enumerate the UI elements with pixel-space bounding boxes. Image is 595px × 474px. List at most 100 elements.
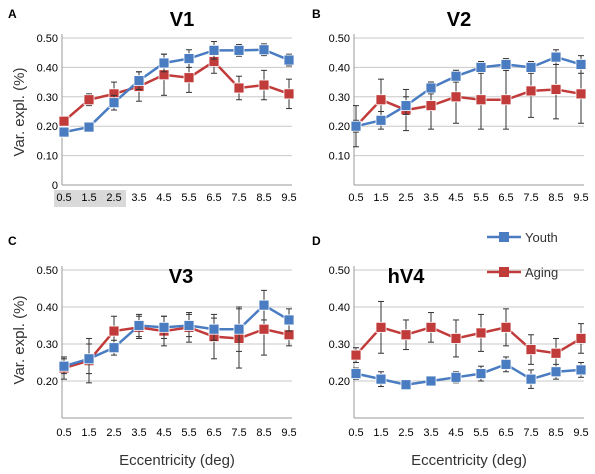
y-tick-label: 0.30 <box>37 92 58 104</box>
data-point-youth <box>500 358 512 370</box>
y-tick-label: 0.50 <box>37 33 58 45</box>
legend-label-aging: Aging <box>525 265 558 280</box>
data-point-youth <box>158 321 170 333</box>
x-tick-label: 3.5 <box>423 192 438 204</box>
data-point-youth <box>575 364 587 376</box>
data-point-aging <box>575 333 587 344</box>
x-tick-label: 4.5 <box>156 427 171 439</box>
data-point-youth <box>425 375 437 387</box>
data-point-aging <box>375 321 387 333</box>
data-point-aging <box>475 94 487 106</box>
data-point-youth <box>550 366 562 378</box>
data-point-youth <box>208 323 220 335</box>
data-point-youth <box>158 57 170 69</box>
x-tick-label: 8.5 <box>256 192 271 204</box>
y-tick-label: 0.20 <box>329 376 350 388</box>
chart-panel-d: 0.20 0.30 0.40 0.50 0.5 1.5 2.5 3.5 4.5 5.5 6.5 7.5… <box>312 234 589 469</box>
tick-highlight <box>54 190 126 207</box>
x-tick-label: 4.5 <box>156 192 171 204</box>
panel-letter: A <box>8 7 17 21</box>
data-point-aging <box>475 327 487 339</box>
data-point-youth <box>83 121 95 133</box>
x-tick-label: 6.5 <box>498 192 513 204</box>
data-point-aging <box>550 84 562 95</box>
x-tick-label: 0.5 <box>56 427 71 439</box>
series-line-aging <box>355 88 582 128</box>
data-point-youth <box>350 120 362 132</box>
y-tick-label: 0.40 <box>329 302 350 314</box>
y-tick-label: 0.40 <box>37 302 58 314</box>
y-tick-label: 0.30 <box>329 339 350 351</box>
x-tick-label: 0.5 <box>348 192 363 204</box>
data-point-aging <box>58 115 70 127</box>
data-point-youth <box>575 59 587 70</box>
data-point-aging <box>283 88 295 100</box>
y-tick-label: 0.50 <box>37 265 58 277</box>
series-line-youth <box>355 55 582 128</box>
data-point-youth <box>350 368 362 380</box>
panel-title: V2 <box>447 9 471 31</box>
panel-title: hV4 <box>388 266 426 288</box>
legend-marker-youth <box>499 232 509 242</box>
data-point-youth <box>108 97 120 109</box>
x-tick-label: 9.5 <box>573 192 588 204</box>
data-point-youth <box>133 75 145 87</box>
data-point-youth <box>375 114 387 126</box>
x-tick-label: 5.5 <box>473 192 488 204</box>
data-point-youth <box>258 44 270 56</box>
data-point-youth <box>500 59 512 70</box>
data-point-aging <box>183 72 195 84</box>
x-tick-label: 6.5 <box>206 192 221 204</box>
x-tick-label: 2.5 <box>398 192 413 204</box>
x-tick-label: 1.5 <box>373 192 388 204</box>
series-line-aging <box>355 325 582 356</box>
data-point-aging <box>258 323 270 335</box>
x-tick-label: 4.5 <box>448 427 463 439</box>
data-point-youth <box>283 314 295 326</box>
y-tick-label: 0.30 <box>37 339 58 351</box>
y-tick-label: 0.20 <box>37 376 58 388</box>
x-tick-label: 8.5 <box>256 427 271 439</box>
data-point-aging <box>450 333 462 344</box>
data-point-aging <box>425 100 437 112</box>
data-point-youth <box>450 371 462 383</box>
data-point-youth <box>133 320 145 331</box>
data-point-aging <box>425 321 437 333</box>
data-point-aging <box>83 94 95 106</box>
panel-title: V3 <box>169 266 193 288</box>
x-axis-label: Eccentricity (deg) <box>119 452 235 469</box>
x-tick-label: 5.5 <box>473 427 488 439</box>
x-tick-label: 9.5 <box>573 427 588 439</box>
y-tick-label: 0.30 <box>329 92 350 104</box>
data-point-aging <box>450 91 462 103</box>
y-tick-label: 0.20 <box>37 121 58 133</box>
data-point-aging <box>525 344 537 355</box>
x-tick-label: 2.5 <box>106 427 121 439</box>
y-tick-label: 0.40 <box>37 62 58 74</box>
data-point-aging <box>258 79 270 91</box>
y-tick-label: 0.50 <box>329 33 350 45</box>
x-tick-label: 9.5 <box>281 192 296 204</box>
data-point-youth <box>183 320 195 331</box>
data-point-aging <box>375 94 387 106</box>
x-tick-label: 8.5 <box>548 192 563 204</box>
data-point-youth <box>475 368 487 380</box>
data-point-youth <box>233 323 245 335</box>
y-tick-label: 0 <box>52 180 58 192</box>
legend-label-youth: Youth <box>525 230 558 245</box>
x-tick-label: 2.5 <box>398 427 413 439</box>
chart-panel-a: 0 0.10 0.20 0.30 0.40 0.50 0.5 1.5 2.5 3.5 4.5 5.5 6… <box>8 7 297 207</box>
chart-panel-c: 0.20 0.30 0.40 0.50 0.5 1.5 2.5 3.5 4.5 5.5 6.5 7.5… <box>8 234 297 469</box>
data-point-aging <box>400 329 412 341</box>
y-axis-label: Var. expl. (%) <box>11 296 28 385</box>
x-axis-label: Eccentricity (deg) <box>411 452 527 469</box>
x-tick-label: 3.5 <box>131 192 146 204</box>
data-point-aging <box>500 321 512 333</box>
data-point-aging <box>550 347 562 359</box>
panel-title: V1 <box>170 9 194 31</box>
panel-letter: C <box>8 234 17 248</box>
data-point-youth <box>108 342 120 354</box>
x-tick-label: 5.5 <box>181 427 196 439</box>
series-line-aging <box>63 326 290 370</box>
